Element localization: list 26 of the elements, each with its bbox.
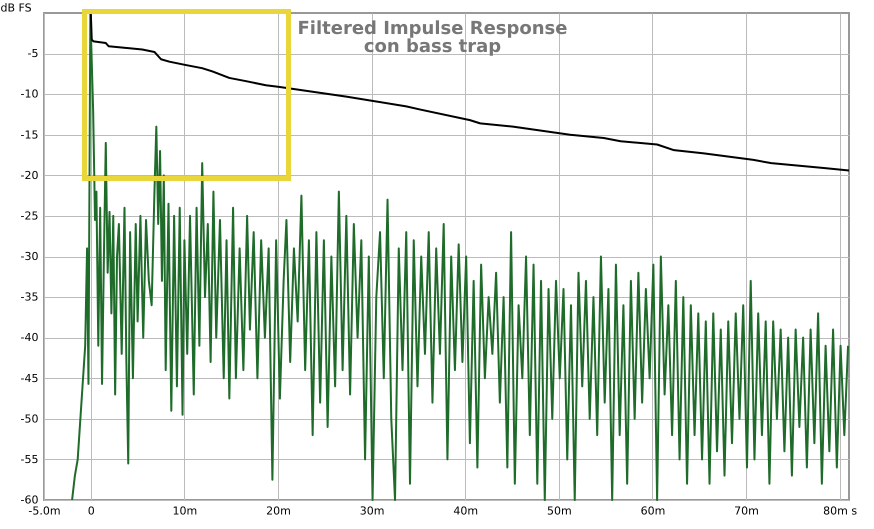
y-tick-label: -10 [20,88,38,101]
x-tick-label: 30m [360,504,384,518]
x-tick-label: 40m [453,504,478,518]
line-series [90,12,850,172]
x-tick-label: 70m [734,504,759,518]
y-tick-label: -25 [20,209,38,222]
y-axis-title: dB FS [0,2,32,14]
y-tick-label: -50 [20,412,38,426]
y-tick-label: -5 [28,47,38,60]
y-tick-label: -35 [20,290,38,304]
y-tick-label: -55 [20,452,38,466]
y-tick-label: -30 [20,250,38,263]
x-tick-label: 0 [88,504,95,518]
x-tick-label: 10m [172,504,198,518]
y-tick-label: -20 [20,168,38,182]
y-tick-label: -60 [20,494,38,506]
x-tick-label: 60m [640,504,666,518]
y-tick-label: -40 [20,331,38,344]
x-tick-label: 20m [266,504,291,518]
y-tick-label: -45 [20,372,38,385]
x-tick-label: -5.0m [28,504,61,518]
line-series [71,12,850,501]
chart-title: Filtered Impulse Response [298,18,568,39]
x-tick-label: 50m [546,504,572,518]
y-tick-label: -15 [20,128,38,142]
x-tick-label: 80m s [823,504,858,518]
